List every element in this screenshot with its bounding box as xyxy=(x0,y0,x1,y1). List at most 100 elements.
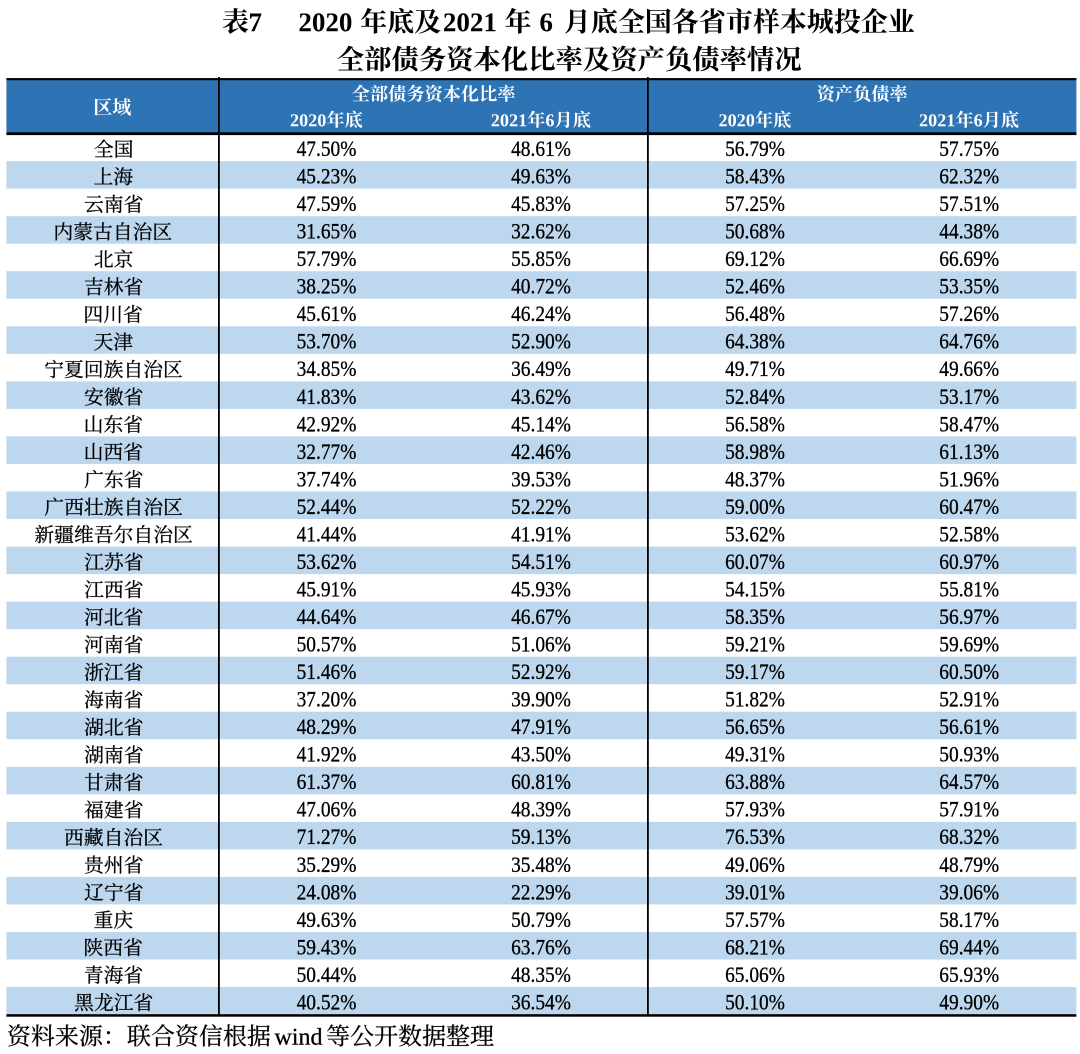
svg-text:64.38%: 64.38% xyxy=(725,330,785,354)
svg-text:32.77%: 32.77% xyxy=(297,440,357,464)
svg-text:40.72%: 40.72% xyxy=(511,275,571,299)
svg-text:76.53%: 76.53% xyxy=(725,825,785,849)
svg-text:53.17%: 53.17% xyxy=(939,385,999,409)
svg-text:50.68%: 50.68% xyxy=(725,220,785,244)
svg-text:48.39%: 48.39% xyxy=(511,798,571,822)
svg-text:60.81%: 60.81% xyxy=(511,770,571,794)
svg-text:44.64%: 44.64% xyxy=(297,605,357,629)
svg-text:39.01%: 39.01% xyxy=(725,880,785,904)
svg-text:36.49%: 36.49% xyxy=(511,357,571,381)
svg-text:56.65%: 56.65% xyxy=(725,715,785,739)
svg-text:59.00%: 59.00% xyxy=(725,495,785,519)
svg-text:57.91%: 57.91% xyxy=(939,798,999,822)
svg-text:41.92%: 41.92% xyxy=(297,743,357,767)
svg-text:45.61%: 45.61% xyxy=(297,302,357,326)
svg-text:56.48%: 56.48% xyxy=(725,302,785,326)
svg-text:45.14%: 45.14% xyxy=(511,412,571,436)
svg-text:57.93%: 57.93% xyxy=(725,798,785,822)
svg-text:69.44%: 69.44% xyxy=(939,935,999,959)
svg-text:49.63%: 49.63% xyxy=(297,908,357,932)
svg-text:36.54%: 36.54% xyxy=(511,990,571,1014)
svg-text:57.26%: 57.26% xyxy=(939,302,999,326)
svg-text:43.62%: 43.62% xyxy=(511,385,571,409)
svg-text:59.17%: 59.17% xyxy=(725,660,785,684)
svg-text:50.57%: 50.57% xyxy=(297,633,357,657)
svg-text:63.76%: 63.76% xyxy=(511,935,571,959)
svg-text:48.29%: 48.29% xyxy=(297,715,357,739)
svg-text:60.97%: 60.97% xyxy=(939,550,999,574)
svg-text:56.79%: 56.79% xyxy=(725,137,785,161)
svg-text:55.81%: 55.81% xyxy=(939,578,999,602)
svg-text:64.76%: 64.76% xyxy=(939,330,999,354)
svg-text:37.20%: 37.20% xyxy=(297,688,357,712)
svg-text:57.75%: 57.75% xyxy=(939,137,999,161)
svg-text:69.12%: 69.12% xyxy=(725,247,785,271)
svg-text:41.83%: 41.83% xyxy=(297,385,357,409)
svg-text:49.63%: 49.63% xyxy=(511,165,571,189)
svg-text:56.97%: 56.97% xyxy=(939,605,999,629)
svg-text:48.37%: 48.37% xyxy=(725,467,785,491)
svg-text:59.13%: 59.13% xyxy=(511,825,571,849)
svg-text:63.88%: 63.88% xyxy=(725,770,785,794)
svg-text:57.51%: 57.51% xyxy=(939,192,999,216)
svg-text:54.15%: 54.15% xyxy=(725,578,785,602)
svg-text:42.46%: 42.46% xyxy=(511,440,571,464)
svg-text:50.44%: 50.44% xyxy=(297,963,357,987)
svg-text:59.43%: 59.43% xyxy=(297,935,357,959)
svg-text:60.50%: 60.50% xyxy=(939,660,999,684)
svg-text:45.91%: 45.91% xyxy=(297,578,357,602)
svg-text:48.79%: 48.79% xyxy=(939,853,999,877)
svg-text:52.44%: 52.44% xyxy=(297,495,357,519)
svg-text:61.13%: 61.13% xyxy=(939,440,999,464)
svg-text:49.71%: 49.71% xyxy=(725,357,785,381)
svg-text:37.74%: 37.74% xyxy=(297,467,357,491)
svg-text:46.24%: 46.24% xyxy=(511,302,571,326)
svg-text:39.90%: 39.90% xyxy=(511,688,571,712)
svg-text:46.67%: 46.67% xyxy=(511,605,571,629)
svg-text:47.59%: 47.59% xyxy=(297,192,357,216)
svg-text:45.93%: 45.93% xyxy=(511,578,571,602)
svg-text:45.83%: 45.83% xyxy=(511,192,571,216)
svg-text:49.31%: 49.31% xyxy=(725,743,785,767)
svg-text:35.48%: 35.48% xyxy=(511,853,571,877)
svg-text:35.29%: 35.29% xyxy=(297,853,357,877)
svg-text:57.25%: 57.25% xyxy=(725,192,785,216)
svg-text:51.06%: 51.06% xyxy=(511,633,571,657)
svg-text:47.50%: 47.50% xyxy=(297,137,357,161)
svg-text:50.93%: 50.93% xyxy=(939,743,999,767)
svg-text:52.84%: 52.84% xyxy=(725,385,785,409)
svg-text:52.92%: 52.92% xyxy=(511,660,571,684)
svg-text:68.21%: 68.21% xyxy=(725,935,785,959)
svg-text:58.35%: 58.35% xyxy=(725,605,785,629)
svg-text:52.91%: 52.91% xyxy=(939,688,999,712)
svg-text:64.57%: 64.57% xyxy=(939,770,999,794)
svg-text:52.22%: 52.22% xyxy=(511,495,571,519)
svg-text:45.23%: 45.23% xyxy=(297,165,357,189)
svg-text:59.21%: 59.21% xyxy=(725,633,785,657)
svg-text:61.37%: 61.37% xyxy=(297,770,357,794)
svg-text:41.91%: 41.91% xyxy=(511,522,571,546)
svg-text:68.32%: 68.32% xyxy=(939,825,999,849)
svg-text:51.46%: 51.46% xyxy=(297,660,357,684)
svg-text:39.53%: 39.53% xyxy=(511,467,571,491)
svg-text:47.06%: 47.06% xyxy=(297,798,357,822)
svg-text:34.85%: 34.85% xyxy=(297,357,357,381)
svg-text:71.27%: 71.27% xyxy=(297,825,357,849)
svg-text:54.51%: 54.51% xyxy=(511,550,571,574)
svg-text:39.06%: 39.06% xyxy=(939,880,999,904)
svg-text:60.47%: 60.47% xyxy=(939,495,999,519)
svg-text:58.47%: 58.47% xyxy=(939,412,999,436)
svg-text:41.44%: 41.44% xyxy=(297,522,357,546)
svg-text:48.35%: 48.35% xyxy=(511,963,571,987)
svg-text:58.98%: 58.98% xyxy=(725,440,785,464)
svg-text:55.85%: 55.85% xyxy=(511,247,571,271)
svg-text:56.61%: 56.61% xyxy=(939,715,999,739)
svg-text:53.70%: 53.70% xyxy=(297,330,357,354)
svg-text:50.79%: 50.79% xyxy=(511,908,571,932)
svg-text:58.43%: 58.43% xyxy=(725,165,785,189)
svg-text:51.96%: 51.96% xyxy=(939,467,999,491)
svg-text:51.82%: 51.82% xyxy=(725,688,785,712)
svg-text:62.32%: 62.32% xyxy=(939,165,999,189)
svg-text:52.46%: 52.46% xyxy=(725,275,785,299)
svg-text:44.38%: 44.38% xyxy=(939,220,999,244)
